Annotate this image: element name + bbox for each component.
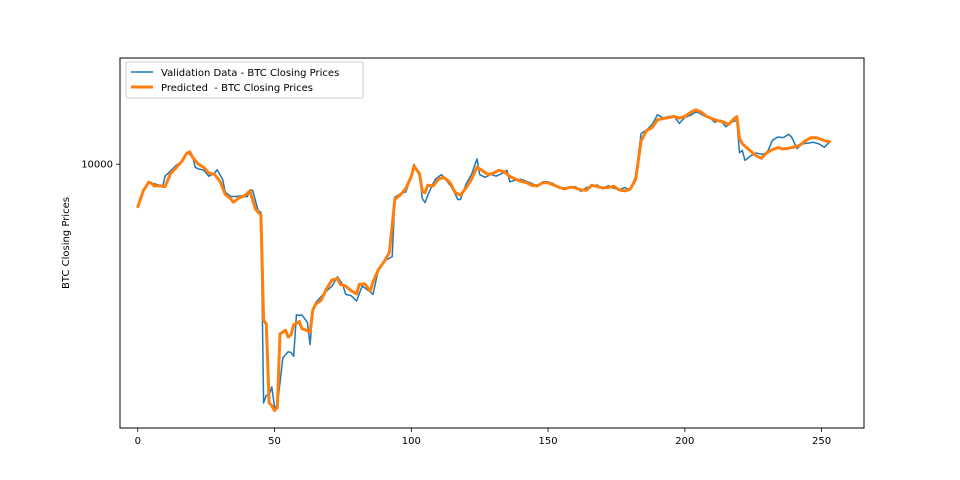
plot-frame: [119, 57, 865, 429]
legend: Validation Data - BTC Closing Prices Pre…: [125, 61, 364, 99]
x-tick-label: 0: [135, 436, 141, 447]
y-tick-label: 10000: [81, 160, 113, 171]
series-line-predicted: [136, 108, 832, 412]
legend-box: [125, 61, 364, 99]
x-tick-label: 100: [402, 436, 421, 447]
series-layer: [136, 108, 832, 412]
y-axis: 10000: [81, 160, 120, 171]
legend-label-predicted: Predicted - BTC Closing Prices: [161, 83, 313, 94]
x-tick-label: 250: [812, 436, 831, 447]
legend-label-validation: Validation Data - BTC Closing Prices: [161, 68, 339, 79]
x-tick-label: 50: [268, 436, 281, 447]
x-axis: 0 50 100 150 200 250: [135, 428, 831, 447]
x-tick-label: 200: [675, 436, 694, 447]
y-axis-label: BTC Closing Prices: [61, 197, 72, 289]
x-tick-label: 150: [539, 436, 558, 447]
